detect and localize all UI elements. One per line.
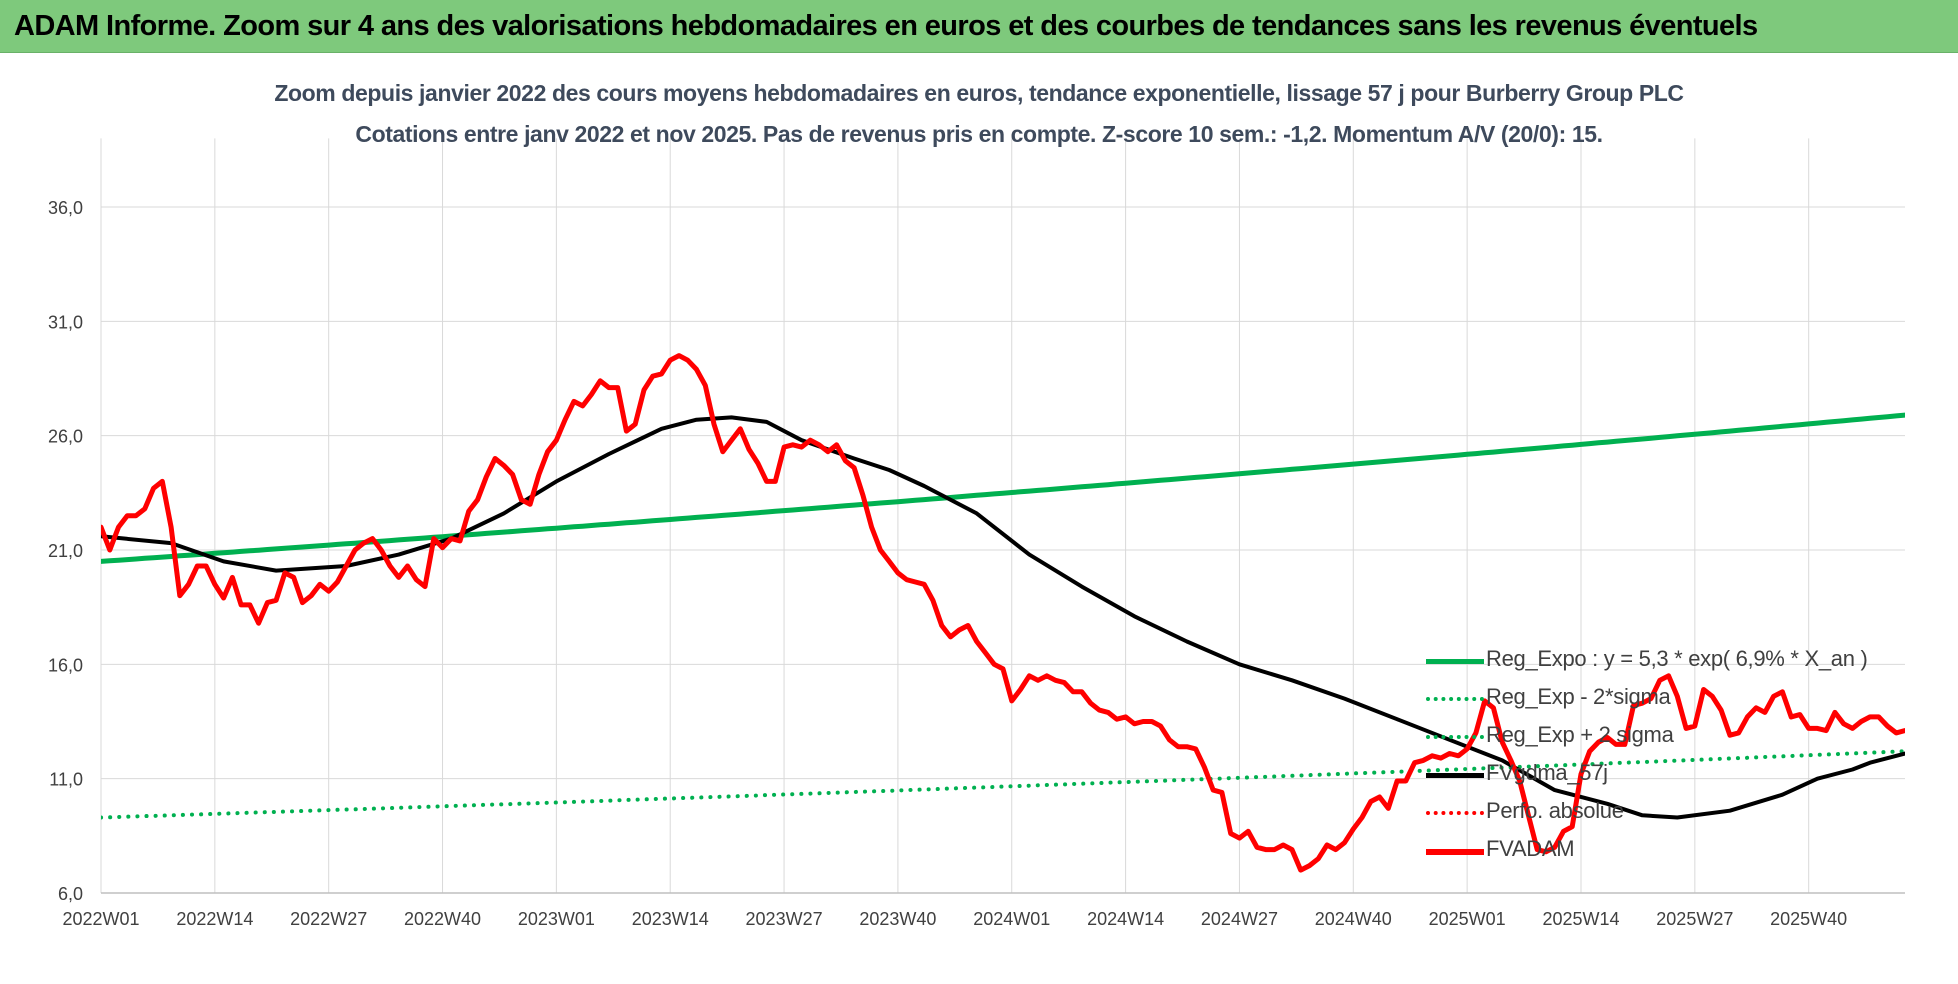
y-tick-label: 16,0: [48, 655, 83, 675]
x-tick-label: 2023W01: [518, 909, 595, 929]
legend-item: Perfo. absolue: [1426, 794, 1926, 832]
x-tick-label: 2023W14: [632, 909, 709, 929]
x-tick-label: 2023W27: [746, 909, 823, 929]
y-tick-label: 6,0: [58, 884, 83, 904]
legend-swatch: [1426, 659, 1484, 664]
legend-swatch: [1426, 811, 1484, 815]
x-tick-label: 2024W01: [973, 909, 1050, 929]
series-fvadam: [101, 353, 1905, 873]
legend-item: Reg_Exp + 2 sigma: [1426, 718, 1926, 756]
legend-label: Reg_Expo : y = 5,3 * exp( 6,9% * X_an ): [1486, 646, 1868, 671]
chart-subtitle: Cotations entre janv 2022 et nov 2025. P…: [355, 121, 1603, 147]
legend-item: FVADAM: [1426, 832, 1926, 870]
chart-title: Zoom depuis janvier 2022 des cours moyen…: [274, 80, 1684, 106]
x-tick-label: 2025W01: [1429, 909, 1506, 929]
legend-swatch: [1426, 849, 1484, 855]
legend-swatch: [1426, 735, 1484, 739]
x-tick-label: 2025W40: [1770, 909, 1847, 929]
legend-item: Reg_Expo : y = 5,3 * exp( 6,9% * X_an ): [1426, 642, 1926, 680]
x-tick-label: 2024W27: [1201, 909, 1278, 929]
report-banner: ADAM Informe. Zoom sur 4 ans des valoris…: [0, 0, 1958, 53]
x-tick-label: 2025W27: [1656, 909, 1733, 929]
x-tick-label: 2023W40: [859, 909, 936, 929]
y-tick-label: 26,0: [48, 427, 83, 447]
legend-label: Reg_Exp - 2*sigma: [1486, 684, 1671, 709]
legend-label: FVgdma_57j: [1486, 760, 1608, 785]
series-fvgdma: [101, 415, 1905, 820]
legend-label: FVADAM: [1486, 836, 1575, 861]
legend-swatch: [1426, 697, 1484, 701]
legend-swatch: [1426, 773, 1484, 778]
legend-label: Perfo. absolue: [1486, 798, 1624, 823]
series-reg-expo: [101, 412, 1905, 564]
banner-title: ADAM Informe. Zoom sur 4 ans des valoris…: [14, 10, 1758, 42]
series-reg-exp-lower: [101, 749, 1905, 820]
x-tick-label: 2022W27: [290, 909, 367, 929]
chart-legend: Reg_Expo : y = 5,3 * exp( 6,9% * X_an ) R…: [1426, 642, 1926, 870]
y-tick-label: 36,0: [48, 198, 83, 218]
legend-item: FVgdma_57j: [1426, 756, 1926, 794]
x-tick-label: 2022W40: [404, 909, 481, 929]
legend-item: Reg_Exp - 2*sigma: [1426, 680, 1926, 718]
legend-label: Reg_Exp + 2 sigma: [1486, 722, 1674, 747]
y-tick-label: 31,0: [48, 312, 83, 332]
chart-plot-area: 6,0 11,0 16,0 21,0 26,0 31,0 36,0 2022W01 2022W1…: [48, 138, 1905, 929]
y-tick-label: 11,0: [49, 770, 83, 790]
x-tick-label: 2024W40: [1315, 909, 1392, 929]
x-tick-label: 2022W14: [176, 909, 253, 929]
x-tick-label: 2024W14: [1087, 909, 1164, 929]
x-tick-label: 2022W01: [62, 909, 139, 929]
y-tick-label: 21,0: [48, 541, 83, 561]
x-tick-label: 2025W14: [1542, 909, 1619, 929]
